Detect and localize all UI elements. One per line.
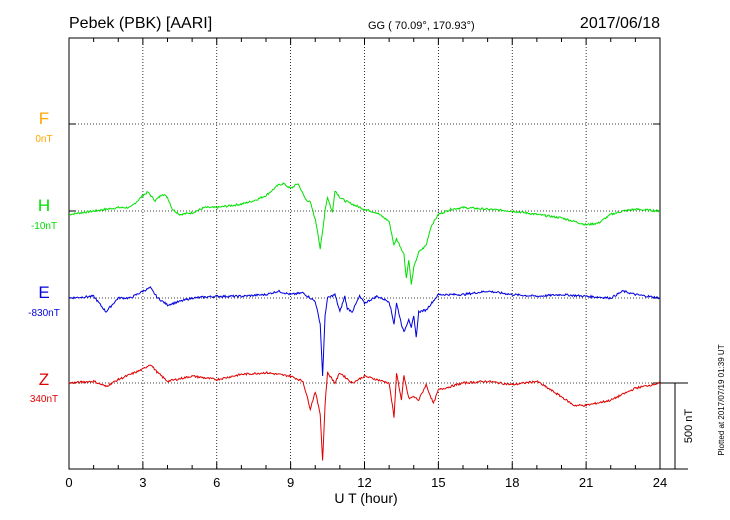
x-axis-label: U T (hour): [334, 490, 397, 506]
series-name-Z: Z: [39, 370, 49, 389]
series-line-Z: [68, 364, 661, 461]
series-baseline-E: -830nT: [28, 308, 60, 319]
series-baseline-H: -10nT: [31, 221, 57, 232]
vertical-gridlines: [142, 38, 587, 469]
series-baseline-Z: 340nT: [30, 394, 58, 405]
date-label: 2017/06/18: [580, 15, 660, 32]
series-line-H: [68, 182, 661, 285]
series-line-E: [68, 285, 661, 377]
plotted-timestamp: Plotted at 2017/07/19 01:39 UT: [717, 344, 726, 455]
scale-bar: 500 nT: [660, 382, 695, 470]
station-title: Pebek (PBK) [AARI]: [69, 15, 212, 32]
x-tick-label: 12: [357, 475, 371, 490]
series-name-E: E: [38, 283, 49, 302]
x-tick-label: 21: [579, 475, 593, 490]
x-axis-ticks: [68, 38, 661, 469]
x-tick-label: 9: [287, 475, 294, 490]
x-tick-label: 6: [213, 475, 220, 490]
series-lines: [68, 182, 661, 461]
coordinates-label: GG ( 70.09°, 170.93°): [368, 20, 475, 32]
x-tick-label: 24: [653, 475, 667, 490]
x-tick-label: 15: [431, 475, 445, 490]
x-axis-tick-labels: 0 3 6 9 12 15 18 21 24: [65, 475, 667, 490]
series-name-F: F: [39, 109, 49, 128]
x-tick-label: 18: [505, 475, 519, 490]
scale-bar-label: 500 nT: [683, 409, 695, 444]
x-tick-label: 3: [139, 475, 146, 490]
x-tick-label: 0: [65, 475, 72, 490]
series-baseline-F: 0nT: [35, 134, 52, 145]
series-name-H: H: [38, 196, 50, 215]
